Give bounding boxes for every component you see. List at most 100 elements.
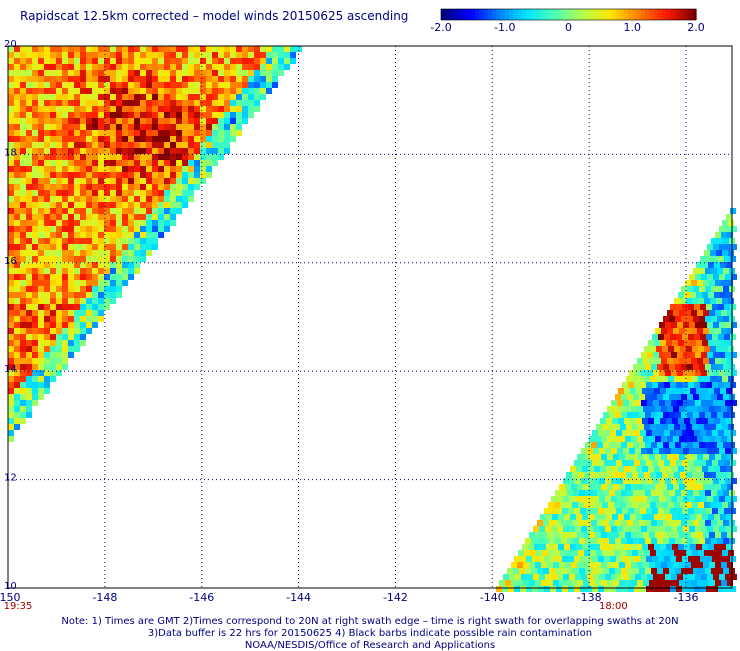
- wind-diff-cell: [725, 370, 731, 376]
- wind-diff-cell: [104, 262, 110, 268]
- wind-diff-cell: [710, 550, 716, 556]
- wind-diff-cell: [50, 58, 56, 64]
- wind-diff-cell: [610, 460, 616, 466]
- wind-diff-cell: [44, 238, 50, 244]
- wind-diff-cell: [661, 532, 667, 538]
- wind-diff-cell: [242, 52, 248, 58]
- wind-diff-cell: [581, 574, 587, 580]
- wind-diff-cell: [502, 586, 508, 592]
- colorbar-segment: [674, 9, 680, 20]
- wind-diff-cell: [44, 76, 50, 82]
- wind-diff-cell: [20, 58, 26, 64]
- wind-diff-cell: [218, 118, 224, 124]
- wind-diff-cell: [50, 274, 56, 280]
- wind-diff-cell: [577, 532, 583, 538]
- wind-diff-cell: [152, 208, 158, 214]
- wind-diff-cell: [218, 100, 224, 106]
- wind-diff-cell: [522, 544, 528, 550]
- wind-diff-cell: [116, 130, 122, 136]
- wind-diff-cell: [684, 418, 690, 424]
- wind-diff-cell: [110, 292, 116, 298]
- wind-diff-cell: [254, 52, 260, 58]
- wind-diff-cell: [32, 268, 38, 274]
- wind-diff-cell: [604, 508, 610, 514]
- wind-diff-cell: [62, 220, 68, 226]
- wind-diff-cell: [687, 442, 693, 448]
- wind-diff-cell: [110, 106, 116, 112]
- wind-diff-cell: [580, 586, 586, 592]
- wind-diff-cell: [80, 340, 86, 346]
- wind-diff-cell: [8, 358, 14, 364]
- wind-diff-cell: [74, 58, 80, 64]
- wind-diff-cell: [104, 184, 110, 190]
- wind-diff-cell: [606, 514, 612, 520]
- wind-diff-cell: [242, 64, 248, 70]
- wind-diff-cell: [26, 76, 32, 82]
- wind-diff-cell: [602, 502, 608, 508]
- wind-diff-cell: [212, 118, 218, 124]
- wind-diff-cell: [56, 172, 62, 178]
- wind-diff-cell: [685, 436, 691, 442]
- wind-diff-cell: [559, 484, 565, 490]
- wind-diff-cell: [134, 178, 140, 184]
- wind-diff-cell: [92, 310, 98, 316]
- wind-diff-cell: [62, 58, 68, 64]
- wind-diff-cell: [32, 142, 38, 148]
- wind-diff-cell: [601, 562, 607, 568]
- wind-diff-cell: [176, 70, 182, 76]
- wind-diff-cell: [644, 376, 650, 382]
- wind-diff-cell: [32, 292, 38, 298]
- wind-diff-cell: [505, 580, 511, 586]
- wind-diff-cell: [26, 262, 32, 268]
- wind-diff-cell: [598, 460, 604, 466]
- wind-diff-cell: [671, 352, 677, 358]
- wind-diff-cell: [688, 460, 694, 466]
- wind-diff-cell: [583, 580, 589, 586]
- wind-diff-cell: [50, 124, 56, 130]
- wind-diff-cell: [542, 550, 548, 556]
- wind-diff-cell: [647, 400, 653, 406]
- wind-diff-cell: [609, 538, 615, 544]
- wind-diff-cell: [68, 310, 74, 316]
- wind-diff-cell: [578, 502, 584, 508]
- wind-diff-cell: [688, 556, 694, 562]
- wind-diff-cell: [610, 556, 616, 562]
- wind-diff-cell: [717, 520, 723, 526]
- wind-diff-cell: [593, 448, 599, 454]
- wind-diff-cell: [134, 112, 140, 118]
- wind-diff-cell: [584, 472, 590, 478]
- wind-diff-cell: [128, 256, 134, 262]
- wind-diff-cell: [589, 484, 595, 490]
- wind-diff-cell: [116, 100, 122, 106]
- colorbar-segment: [653, 9, 659, 20]
- wind-diff-cell: [624, 418, 630, 424]
- wind-diff-cell: [32, 322, 38, 328]
- wind-diff-cell: [596, 502, 602, 508]
- wind-diff-cell: [122, 232, 128, 238]
- wind-diff-cell: [86, 208, 92, 214]
- wind-diff-cell: [712, 508, 718, 514]
- wind-diff-cell: [140, 208, 146, 214]
- wind-diff-cell: [50, 268, 56, 274]
- wind-diff-cell: [56, 94, 62, 100]
- wind-diff-cell: [621, 412, 627, 418]
- wind-diff-cell: [152, 52, 158, 58]
- wind-diff-cell: [715, 580, 721, 586]
- wind-diff-cell: [194, 148, 200, 154]
- longitude-label: -140: [480, 591, 505, 604]
- wind-diff-cell: [601, 484, 607, 490]
- wind-diff-cell: [723, 490, 729, 496]
- wind-diff-cell: [56, 190, 62, 196]
- wind-diff-cell: [666, 340, 672, 346]
- wind-diff-cell: [92, 76, 98, 82]
- wind-diff-cell: [158, 136, 164, 142]
- colorbar-tick-label: -2.0: [430, 21, 451, 34]
- colorbar-segment: [547, 9, 553, 20]
- wind-diff-cell: [8, 148, 14, 154]
- wind-diff-cell: [32, 232, 38, 238]
- wind-diff-cell: [617, 400, 623, 406]
- wind-diff-cell: [92, 322, 98, 328]
- wind-diff-cell: [580, 556, 586, 562]
- wind-diff-cell: [675, 520, 681, 526]
- wind-diff-cell: [702, 388, 708, 394]
